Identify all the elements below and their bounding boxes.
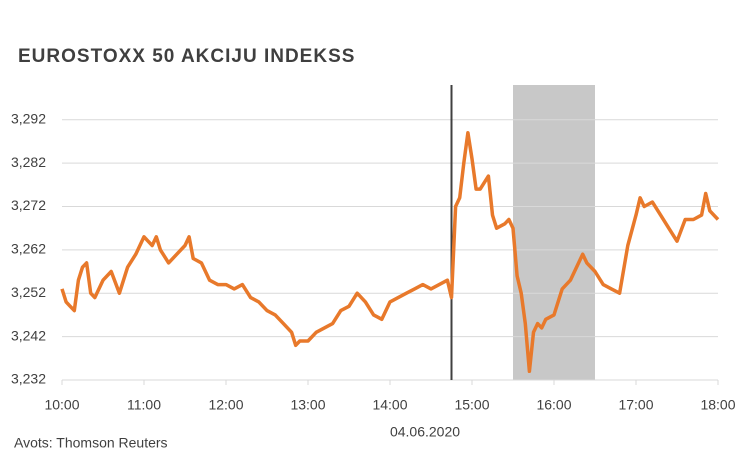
- y-tick-label: 3,242: [11, 327, 46, 343]
- y-tick-label: 3,282: [11, 154, 46, 170]
- x-tick-label: 14:00: [372, 397, 407, 413]
- x-axis-label: 04.06.2020: [390, 424, 460, 440]
- source-note: Avots: Thomson Reuters: [14, 435, 168, 451]
- chart-title: EUROSTOXX 50 AKCIJU INDEKSS: [18, 46, 355, 67]
- x-tick-label: 15:00: [454, 397, 489, 413]
- x-tick-label: 13:00: [290, 397, 325, 413]
- x-tick-label: 18:00: [700, 397, 735, 413]
- x-tick-label: 17:00: [618, 397, 653, 413]
- y-tick-label: 3,272: [11, 197, 46, 213]
- price-line: [60, 130, 720, 374]
- y-tick-label: 3,252: [11, 284, 46, 300]
- x-tick-label: 12:00: [208, 397, 243, 413]
- y-tick-label: 3,232: [11, 371, 46, 387]
- y-tick-label: 3,292: [11, 110, 46, 126]
- y-tick-label: 3,262: [11, 241, 46, 257]
- x-tick-label: 16:00: [536, 397, 571, 413]
- x-tick-label: 10:00: [44, 397, 79, 413]
- x-tick-label: 11:00: [127, 397, 161, 413]
